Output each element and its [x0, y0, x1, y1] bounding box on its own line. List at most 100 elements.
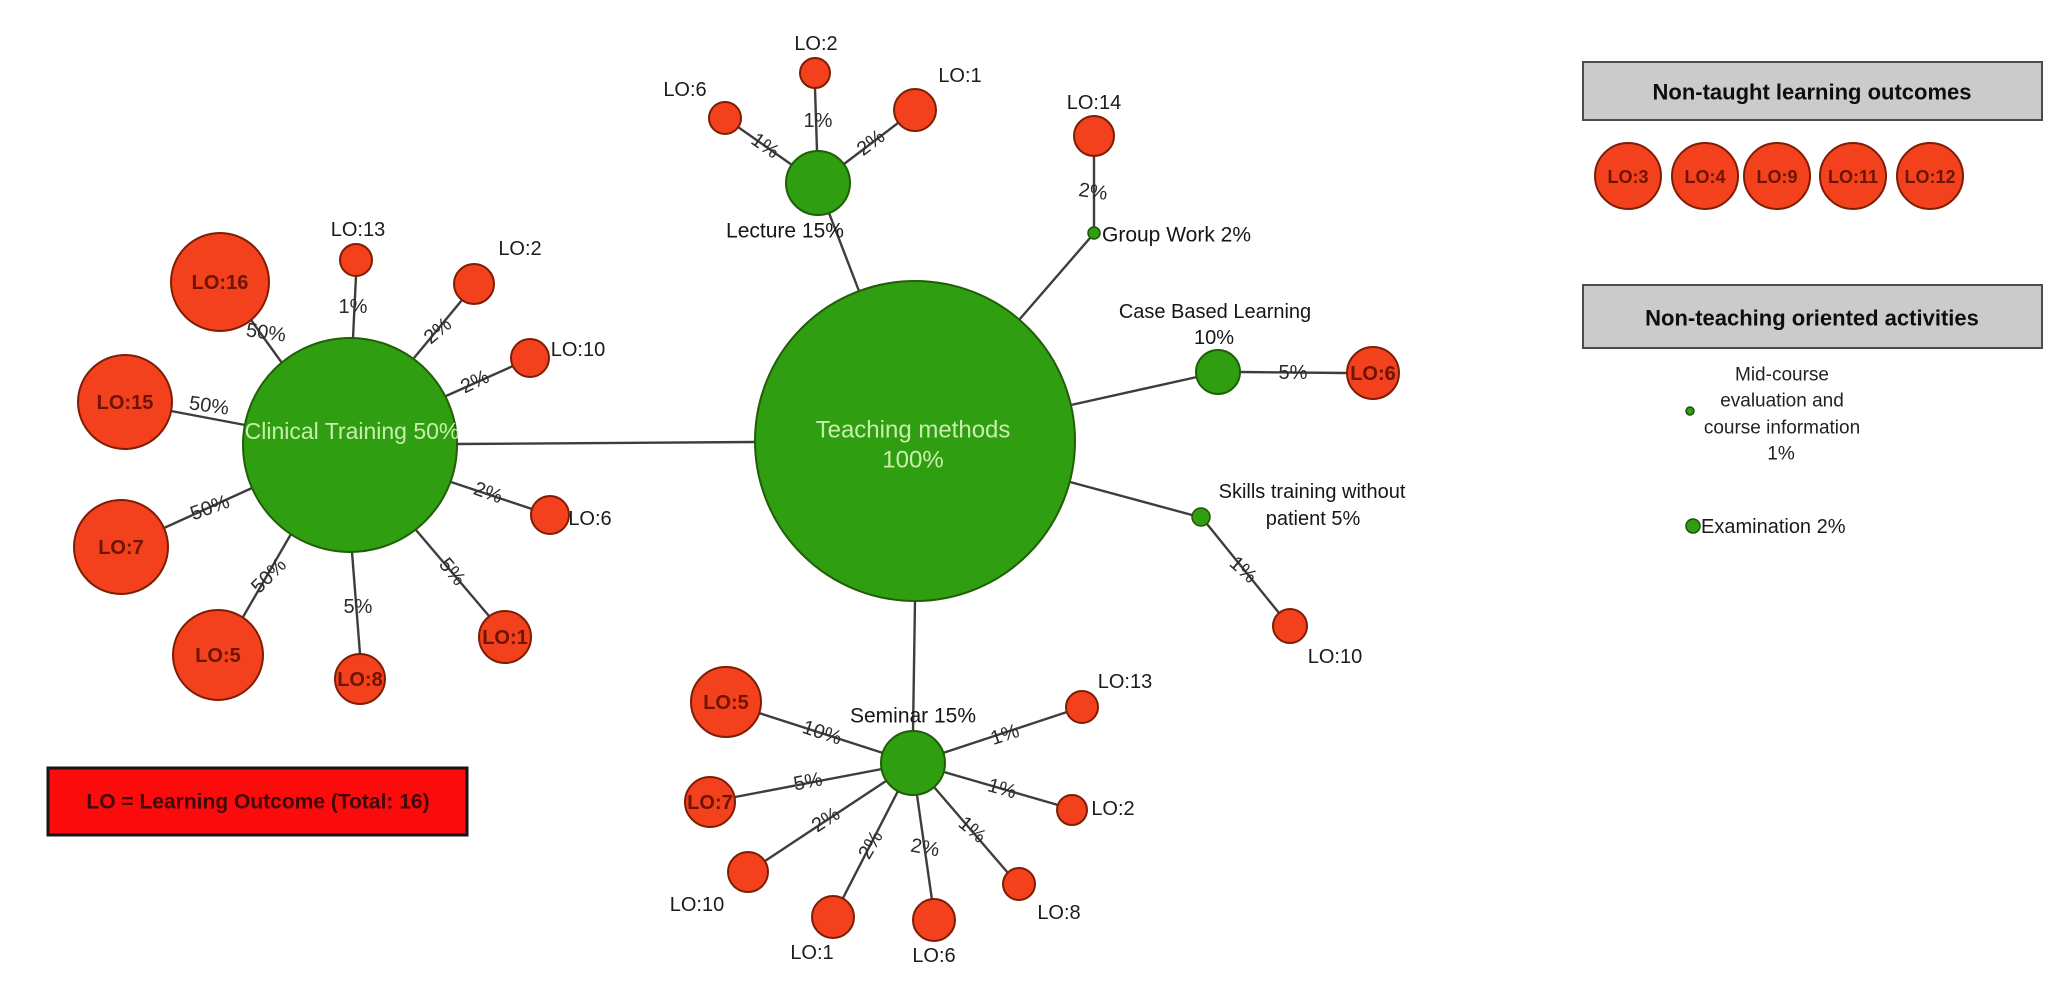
edge-seminar-lo10 [764, 779, 887, 863]
edge-lecture-lo6 [737, 126, 793, 166]
pct-groupwork-lo14: 2% [1077, 179, 1109, 205]
node-seminar-lo2 [1056, 794, 1088, 826]
label-nontaught-lo11: LO:11 [1828, 167, 1878, 187]
label-nontaught-lo3: LO:3 [1607, 167, 1648, 187]
label-nontaught-lo12: LO:12 [1904, 167, 1955, 187]
edge-clinical-lo6 [450, 480, 533, 511]
edge-seminar-lo13 [942, 710, 1068, 755]
pct-seminar-lo7: 5% [792, 768, 825, 795]
node-mid-course-dot [1685, 406, 1695, 416]
node-nontaught-lo11 [1819, 142, 1887, 210]
label-clinical-training: Clinical Training 50% [245, 418, 460, 444]
node-clinical-lo15 [77, 354, 173, 450]
legend-text: LO = Learning Outcome (Total: 16) [86, 791, 429, 814]
label-teaching-methods-line1: Teaching methods [816, 417, 1011, 444]
node-seminar-lo10 [727, 851, 769, 893]
node-examination-dot [1685, 518, 1701, 534]
pct-clinical-lo8: 5% [344, 596, 373, 618]
edge-clinical-lo7 [163, 486, 253, 530]
pct-clinical-lo10: 2% [457, 366, 493, 399]
label-seminar-lo6: LO:6 [912, 945, 955, 967]
label-mid-course-line2: evaluation and [1720, 391, 1844, 412]
outcome-nodes [73, 57, 1400, 942]
label-lecture: Lecture 15% [726, 220, 844, 243]
node-seminar-lo7 [684, 776, 736, 828]
label-seminar: Seminar 15% [850, 705, 976, 728]
pct-clinical-lo16: 50% [245, 319, 288, 346]
pct-casebased-lo6: 5% [1279, 362, 1308, 384]
edge-teaching-lecture [827, 212, 861, 292]
label-lecture-lo2: LO:2 [794, 33, 837, 55]
label-group-work: Group Work 2% [1102, 224, 1251, 247]
node-seminar [880, 730, 946, 796]
edge-clinical-lo1 [415, 529, 490, 617]
label-seminar-lo2: LO:2 [1091, 798, 1134, 820]
label-casebased-lo6: LO:6 [1350, 363, 1396, 385]
node-clinical-lo10 [510, 338, 550, 378]
label-clinical-lo13: LO:13 [331, 219, 385, 241]
label-case-based-line1: Case Based Learning [1119, 301, 1311, 323]
node-clinical-training [242, 337, 458, 553]
edge-clinical-lo10 [445, 364, 514, 398]
outcome-labels: LO:6 LO:2 LO:1 LO:13 LO:2 LO:10 LO:6 LO:… [331, 33, 1362, 967]
edge-seminar-lo2 [943, 770, 1059, 807]
label-clinical-lo15: LO:15 [97, 392, 154, 414]
label-clinical-lo6: LO:6 [568, 508, 611, 530]
node-groupwork-lo14 [1073, 115, 1115, 157]
node-clinical-lo6 [530, 495, 570, 535]
edge-teaching-seminar [911, 600, 917, 732]
node-clinical-lo16 [170, 232, 270, 332]
edge-teaching-groupwork [1018, 237, 1091, 321]
edge-seminar-lo8 [933, 786, 1009, 874]
non-teaching-header-box [1582, 284, 2043, 349]
node-seminar-lo1 [811, 895, 855, 939]
label-mid-course-line3: course information [1704, 418, 1860, 439]
edge-clinical-lo8 [350, 551, 362, 655]
label-clinical-lo10: LO:10 [551, 339, 605, 361]
node-clinical-lo7 [73, 499, 169, 595]
edge-teaching-clinical [454, 440, 756, 446]
edge-teaching-skills [1069, 480, 1193, 517]
node-group-work [1087, 226, 1101, 240]
edge-skills-lo10 [1206, 523, 1280, 614]
label-examination: Examination 2% [1701, 516, 1846, 538]
node-clinical-lo1 [478, 610, 532, 664]
node-clinical-lo2 [453, 263, 495, 305]
edge-seminar-lo5 [758, 711, 884, 755]
label-clinical-lo1: LO:1 [482, 627, 528, 649]
pct-seminar-lo10: 2% [808, 803, 844, 837]
node-seminar-lo6 [912, 898, 956, 942]
label-case-based-line2: 10% [1194, 327, 1234, 349]
node-skills-lo10 [1272, 608, 1308, 644]
label-mid-course-line1: Mid-course [1735, 365, 1829, 386]
node-nontaught-lo3 [1594, 142, 1662, 210]
node-nontaught-lo9 [1743, 142, 1811, 210]
pct-clinical-lo6: 2% [471, 478, 506, 509]
label-clinical-lo2: LO:2 [498, 238, 541, 260]
edge-seminar-lo1 [841, 790, 900, 899]
node-skills-training [1191, 507, 1211, 527]
pct-seminar-lo2: 1% [985, 774, 1019, 803]
node-clinical-lo13 [339, 243, 373, 277]
node-clinical-lo8 [334, 653, 386, 705]
label-seminar-lo13: LO:13 [1098, 671, 1152, 693]
legend: LO = Learning Outcome (Total: 16) [46, 766, 469, 837]
node-nontaught-lo12 [1896, 142, 1964, 210]
outcome-labels-inside: LO:16 LO:15 LO:7 LO:5 LO:8 LO:1 LO:5 LO:… [97, 272, 1396, 814]
pct-lecture-lo6: 1% [747, 129, 783, 164]
node-teaching-methods [754, 280, 1076, 602]
edge-clinical-lo2 [413, 299, 463, 359]
pct-lecture-lo2: 1% [804, 110, 833, 132]
label-lecture-lo6: LO:6 [663, 79, 706, 101]
label-teaching-methods-line2: 100% [882, 447, 943, 474]
label-skills-lo10: LO:10 [1308, 646, 1362, 668]
pct-seminar-lo13: 1% [988, 720, 1022, 750]
edge-seminar-lo7 [734, 767, 883, 799]
node-seminar-lo8 [1002, 867, 1036, 901]
node-case-based-learning [1195, 349, 1241, 395]
panel-non-taught: Non-taught learning outcomes LO:3 LO:4 L… [1582, 61, 2043, 210]
label-seminar-lo8: LO:8 [1037, 902, 1080, 924]
label-clinical-lo7: LO:7 [98, 537, 144, 559]
node-casebased-lo6 [1346, 346, 1400, 400]
